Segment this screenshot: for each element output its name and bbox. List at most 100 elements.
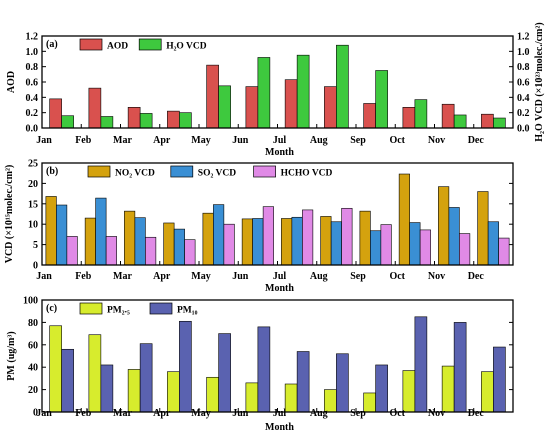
bar-no2-vcd-jan	[45, 196, 57, 266]
x-tick-label: Jul	[273, 408, 287, 419]
bar-aod-feb	[88, 87, 102, 129]
y-axis-label: PM (ug/m³)	[6, 331, 17, 380]
bar-so2-vcd-aug	[330, 221, 342, 266]
bar-pm10-apr	[179, 320, 192, 413]
x-tick-label: Jan	[36, 271, 52, 282]
x-tick-label: Aug	[310, 135, 328, 146]
panel-a: 0.0 0.2 0.4 0.6 0.8 1.0 1.2 0.0 0.2 0.4 0.6 0.8 1.0 1…	[6, 22, 545, 158]
legend-label: H₂O VCD	[166, 42, 207, 52]
x-tick-label: Dec	[468, 408, 485, 419]
y-tick-label: 1.2	[26, 32, 39, 43]
right-y-tick-label: 0.6	[517, 78, 530, 89]
x-tick-label: Oct	[389, 408, 405, 419]
bar-h2o-vcd-oct	[414, 99, 428, 129]
bar-so2-vcd-jun	[252, 218, 264, 266]
bar-h2o-vcd-jan	[61, 115, 74, 129]
y-tick-label: 0.0	[26, 124, 39, 135]
bar-no2-vcd-apr	[163, 222, 175, 266]
y-tick-label: 15	[28, 199, 38, 210]
bar-no2-vcd-dec	[477, 191, 489, 266]
x-tick-label: Sep	[350, 271, 366, 282]
bar-hcho-vcd-jun	[262, 206, 274, 266]
bar-h2o-vcd-nov	[453, 114, 467, 129]
legend-swatch	[79, 302, 103, 315]
legend-swatch	[149, 302, 173, 315]
bar-aod-aug	[324, 86, 337, 129]
x-tick-label: May	[191, 408, 210, 419]
bar-aod-oct	[402, 107, 416, 129]
bar-aod-mar	[127, 107, 141, 129]
bar-pm2-5-mar	[127, 369, 141, 413]
x-tick-label: Jan	[36, 408, 52, 419]
x-tick-label: Feb	[75, 135, 92, 146]
x-axis-label: Month	[265, 422, 294, 433]
right-y-axis-label: H₂O VCD (×10²³molec./cm²)	[534, 22, 545, 141]
bar-hcho-vcd-dec	[498, 237, 510, 266]
x-tick-label: Nov	[428, 135, 445, 146]
bar-h2o-vcd-mar	[139, 113, 153, 129]
bar-pm10-nov	[453, 322, 467, 413]
bar-pm2-5-may	[206, 376, 219, 413]
panel-c: 0 20 40 60 80 100 Jan Feb Mar Apr May Jun Jul Aug Sep O…	[6, 296, 514, 433]
bar-no2-vcd-jul	[281, 218, 293, 266]
bar-so2-vcd-oct	[409, 222, 421, 266]
panel-label: (a)	[46, 39, 58, 50]
y-tick-label: 100	[23, 296, 38, 307]
bar-pm10-aug	[336, 353, 349, 413]
x-tick-label: Nov	[428, 408, 445, 419]
bar-h2o-vcd-feb	[100, 116, 114, 129]
y-tick-label: 80	[28, 318, 38, 329]
bar-h2o-vcd-sep	[375, 70, 388, 129]
y-tick-label: 0	[33, 261, 38, 272]
bar-h2o-vcd-jul	[296, 54, 310, 129]
legend-label: PM₁₀	[177, 306, 198, 316]
panel-label: (b)	[46, 166, 58, 177]
y-tick-label: 0.2	[26, 108, 39, 119]
panel-b: 0 5 10 15 20 25 Jan Feb Mar Apr May Jun Jul Aug Sep Oct…	[4, 159, 514, 294]
bar-h2o-vcd-dec	[493, 117, 506, 129]
x-tick-label: Jan	[36, 135, 52, 146]
x-tick-label: Jun	[232, 271, 249, 282]
y-tick-label: 20	[28, 385, 38, 396]
bar-aod-jan	[49, 98, 62, 129]
bar-aod-jul	[284, 79, 298, 129]
bar-no2-vcd-jun	[241, 218, 253, 266]
y-tick-label: 10	[28, 220, 38, 231]
x-tick-label: May	[191, 135, 210, 146]
x-tick-label: Mar	[113, 408, 132, 419]
right-y-tick-label: 0.2	[517, 108, 530, 119]
bar-pm2-5-feb	[88, 334, 102, 413]
x-tick-label: Sep	[350, 135, 366, 146]
x-tick-label: Apr	[153, 408, 171, 419]
bar-pm2-5-apr	[167, 371, 180, 413]
bar-so2-vcd-feb	[95, 197, 107, 266]
y-tick-label: 60	[28, 340, 38, 351]
y-axis-label: AOD	[6, 71, 17, 93]
bar-pm2-5-nov	[441, 365, 455, 413]
x-tick-label: Aug	[310, 408, 328, 419]
bar-no2-vcd-nov	[438, 186, 450, 266]
bar-no2-vcd-oct	[398, 173, 410, 266]
bar-aod-jun	[245, 86, 259, 129]
bar-hcho-vcd-apr	[184, 239, 196, 266]
bar-pm10-jan	[61, 348, 74, 413]
bar-hcho-vcd-may	[223, 223, 235, 266]
bar-so2-vcd-dec	[487, 221, 499, 266]
bar-h2o-vcd-jun	[257, 57, 271, 129]
y-tick-label: 40	[28, 363, 38, 374]
bar-so2-vcd-nov	[448, 207, 460, 266]
x-axis-label: Month	[265, 147, 294, 158]
bar-pm10-sep	[375, 364, 388, 413]
bar-hcho-vcd-jan	[66, 236, 78, 266]
bar-h2o-vcd-aug	[336, 44, 349, 129]
y-tick-label: 0	[33, 408, 38, 419]
bar-so2-vcd-apr	[173, 228, 185, 266]
bar-pm2-5-oct	[402, 370, 416, 413]
x-tick-label: Feb	[75, 408, 92, 419]
y-axis-label: VCD (×10¹⁵molec./cm²)	[4, 165, 15, 264]
right-y-tick-label: 1.2	[517, 32, 530, 43]
x-tick-label: Jul	[273, 135, 287, 146]
x-tick-label: Oct	[389, 271, 405, 282]
bar-so2-vcd-sep	[370, 230, 382, 266]
